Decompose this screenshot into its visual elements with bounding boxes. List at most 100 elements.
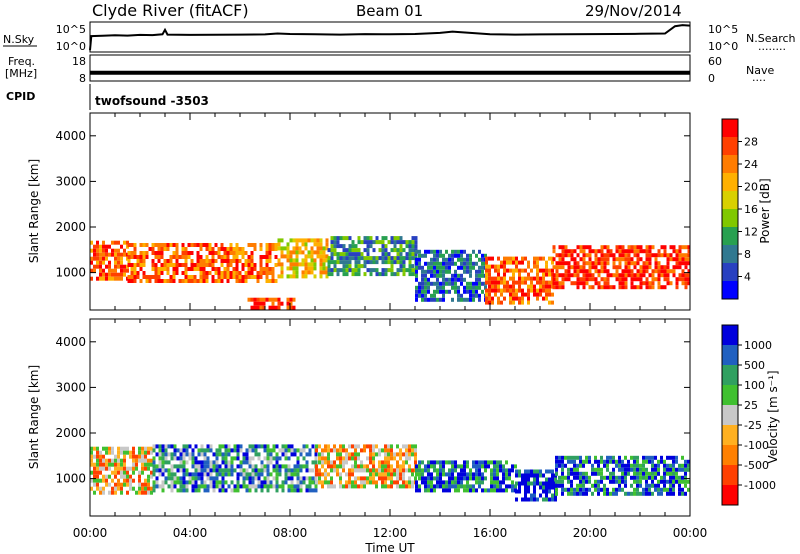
cell-1 bbox=[266, 484, 270, 489]
cell-6 bbox=[666, 273, 670, 278]
cell-1 bbox=[157, 243, 161, 247]
cell-3 bbox=[342, 248, 346, 253]
cell-5 bbox=[633, 459, 636, 464]
cell-5 bbox=[660, 479, 663, 484]
cell-1 bbox=[160, 251, 164, 255]
cell-4 bbox=[533, 481, 536, 486]
cell-0 bbox=[138, 490, 141, 495]
cell-3 bbox=[375, 272, 379, 277]
cell-3 bbox=[366, 236, 370, 241]
cell-1 bbox=[172, 263, 176, 267]
cell-1 bbox=[208, 259, 212, 263]
cell-0 bbox=[102, 272, 105, 277]
cell-1 bbox=[239, 472, 243, 477]
cell-5 bbox=[684, 467, 687, 472]
cell-1 bbox=[284, 448, 288, 453]
cell-4 bbox=[527, 489, 530, 494]
cell-1 bbox=[199, 267, 203, 271]
cell-5 bbox=[509, 284, 512, 289]
cell-3 bbox=[408, 252, 412, 257]
cell-0 bbox=[144, 486, 147, 491]
cell-3 bbox=[408, 260, 412, 265]
cell-2 bbox=[336, 456, 339, 461]
cell-6 bbox=[678, 245, 682, 250]
cell-5 bbox=[573, 487, 576, 492]
cell-2 bbox=[348, 456, 351, 461]
cell-3 bbox=[430, 480, 433, 485]
cell-1 bbox=[206, 476, 210, 481]
cell-1 bbox=[226, 267, 230, 271]
cell-5 bbox=[494, 276, 497, 281]
cell-1 bbox=[161, 488, 165, 493]
cell-0 bbox=[132, 450, 135, 455]
cell-1 bbox=[266, 476, 270, 481]
cell-2 bbox=[324, 476, 327, 481]
cell-2 bbox=[280, 274, 284, 279]
cell-1 bbox=[155, 452, 159, 457]
cell-2 bbox=[324, 448, 327, 453]
cell-0 bbox=[108, 252, 111, 257]
cell-1 bbox=[136, 255, 140, 259]
cell-1 bbox=[229, 247, 233, 251]
cell-5 bbox=[512, 296, 515, 301]
cell-2 bbox=[369, 448, 372, 453]
cell-5 bbox=[579, 475, 582, 480]
cell-0 bbox=[93, 482, 96, 487]
cell-3 bbox=[363, 272, 367, 277]
cell-3 bbox=[405, 256, 409, 261]
cell-2 bbox=[384, 484, 387, 489]
cell-5 bbox=[485, 272, 488, 277]
cell-3 bbox=[372, 268, 376, 273]
cell-3 bbox=[439, 472, 442, 477]
cell-0 bbox=[123, 454, 126, 459]
cell-1 bbox=[251, 480, 255, 485]
cell-6 bbox=[663, 253, 667, 258]
cell-0 bbox=[126, 478, 129, 483]
cell-1 bbox=[127, 251, 131, 255]
cell-5 bbox=[500, 260, 503, 265]
cell-1 bbox=[161, 464, 165, 469]
cell-0 bbox=[105, 248, 108, 253]
cell-1 bbox=[179, 468, 183, 473]
cell-7 bbox=[259, 297, 263, 302]
cell-1 bbox=[299, 488, 303, 493]
cell-6 bbox=[624, 257, 628, 262]
cell-0 bbox=[96, 252, 99, 257]
cell-4 bbox=[521, 477, 524, 482]
cell-1 bbox=[244, 259, 248, 263]
cell-3 bbox=[457, 476, 460, 481]
cell-5 bbox=[558, 463, 561, 468]
cell-7 bbox=[262, 297, 266, 302]
cell-0 bbox=[141, 454, 144, 459]
cell-5 bbox=[579, 479, 582, 484]
cell-5 bbox=[651, 475, 654, 480]
cell-1 bbox=[272, 464, 276, 469]
cell-6 bbox=[597, 249, 601, 254]
cell-0 bbox=[120, 462, 123, 467]
cell-3 bbox=[466, 460, 469, 465]
cell-5 bbox=[488, 292, 491, 297]
cell-2 bbox=[375, 452, 378, 457]
cell-2 bbox=[339, 480, 342, 485]
cell-0 bbox=[105, 244, 108, 249]
cell-1 bbox=[161, 468, 165, 473]
cell-3 bbox=[436, 476, 439, 481]
cell-2 bbox=[381, 448, 384, 453]
cell-5 bbox=[527, 300, 530, 305]
cell-5 bbox=[654, 467, 657, 472]
cell-2 bbox=[408, 456, 411, 461]
cell-6 bbox=[573, 249, 577, 254]
cell-5 bbox=[648, 455, 651, 460]
cell-1 bbox=[223, 247, 227, 251]
cell-1 bbox=[215, 464, 219, 469]
cell-1 bbox=[191, 452, 195, 457]
cell-3 bbox=[384, 268, 388, 273]
cell-4 bbox=[478, 285, 481, 290]
cell-3 bbox=[333, 268, 337, 273]
cell-3 bbox=[369, 256, 373, 261]
cell-1 bbox=[202, 243, 206, 247]
cell-4 bbox=[448, 257, 451, 262]
cell-3 bbox=[330, 268, 334, 273]
cell-3 bbox=[511, 484, 514, 489]
